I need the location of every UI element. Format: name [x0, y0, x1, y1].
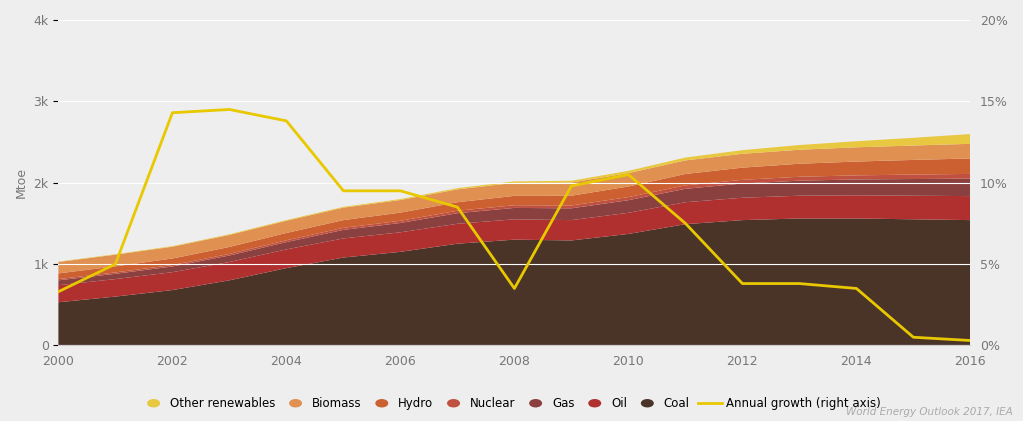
Legend: Other renewables, Biomass, Hydro, Nuclear, Gas, Oil, Coal, Annual growth (right : Other renewables, Biomass, Hydro, Nuclea… — [137, 393, 886, 415]
Text: World Energy Outlook 2017, IEA: World Energy Outlook 2017, IEA — [846, 407, 1013, 417]
Y-axis label: Mtoe: Mtoe — [15, 167, 28, 198]
